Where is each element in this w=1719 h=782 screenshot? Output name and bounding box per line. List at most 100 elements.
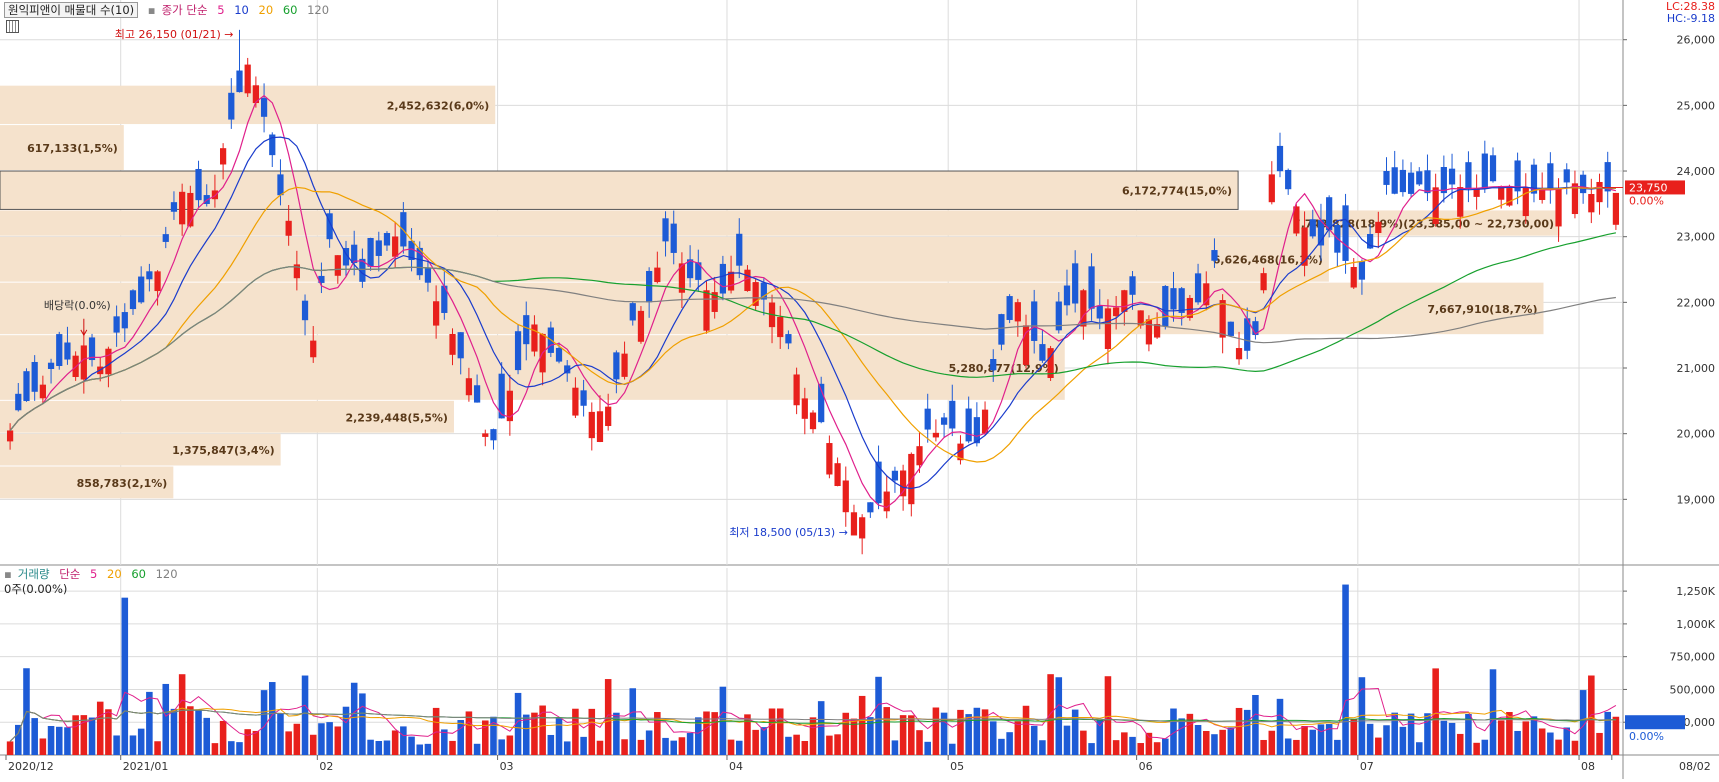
candle-body: [826, 443, 833, 475]
volume-bar: [1375, 737, 1382, 755]
candle: [56, 331, 63, 370]
volume-bar: [1129, 736, 1136, 755]
candle-body: [367, 237, 374, 267]
candle-body: [236, 70, 243, 93]
volume-bar: [768, 708, 776, 755]
volume-bar: [965, 714, 972, 755]
candle: [80, 330, 87, 394]
candle: [359, 248, 366, 288]
volume-bar: [195, 709, 202, 755]
candle: [834, 457, 841, 487]
candle-body: [113, 316, 120, 333]
volume-bar: [613, 712, 620, 755]
volume-ma120-line: [9, 709, 1616, 742]
candle-body: [1186, 297, 1193, 318]
volume-bar: [1579, 690, 1587, 755]
candle: [1514, 152, 1521, 205]
current-volume-tag: [1625, 715, 1685, 730]
volume-bar: [342, 706, 350, 755]
candle: [285, 205, 292, 246]
volume-bar: [326, 722, 333, 755]
candle: [662, 211, 669, 257]
candle: [1596, 173, 1603, 215]
volume-bar: [776, 708, 784, 755]
price-tick-label: 19,000: [1677, 493, 1716, 506]
price-tick-label: 21,000: [1677, 362, 1716, 375]
stock-title[interactable]: 원익피앤이 매물대 수(10): [4, 2, 139, 18]
candle: [1342, 193, 1349, 274]
volume-bar: [1276, 698, 1284, 755]
volume-bar: [645, 730, 653, 755]
candle: [1375, 211, 1382, 249]
candle-body: [514, 331, 522, 371]
candle-body: [1268, 174, 1275, 203]
candle-body: [146, 271, 153, 280]
volume-bar: [588, 708, 596, 755]
candle-body: [1432, 187, 1439, 224]
candle-body: [138, 276, 145, 303]
volume-profile-box: [0, 210, 1560, 236]
volume-profile-bar: 1,375,847(3,4%): [0, 433, 281, 466]
volume-bar: [1268, 730, 1276, 755]
candle: [1178, 286, 1185, 326]
candle: [719, 255, 726, 301]
candle-body: [1203, 283, 1210, 306]
candle-body: [1350, 266, 1357, 288]
volume-bar: [1366, 723, 1374, 755]
volume-ma-label: 단순: [59, 567, 81, 581]
candle: [416, 241, 423, 280]
volume-bar: [154, 741, 161, 755]
volume-bar: [940, 712, 948, 755]
volume-bar: [137, 728, 145, 755]
grid-icon[interactable]: [6, 20, 19, 33]
volume-profile-label: 2,452,632(6,0%): [387, 99, 490, 112]
candle: [1326, 195, 1333, 238]
candle-body: [1219, 300, 1226, 338]
x-tick-label: 04: [729, 760, 743, 773]
candle: [809, 410, 817, 434]
ma120-label: 120: [307, 3, 330, 17]
ma60-label: 60: [282, 3, 298, 17]
candle: [1244, 307, 1251, 360]
volume-bar: [1399, 726, 1407, 755]
volume-bar: [1047, 674, 1054, 755]
volume-bar: [1162, 738, 1169, 755]
candle-body: [179, 191, 186, 225]
candle-body: [1596, 181, 1603, 203]
volume-profile-bar: 7,743,828(18,9%)(23,385,00 ~ 22,730,00): [0, 210, 1560, 236]
candle-body: [809, 412, 817, 430]
candle-body: [88, 337, 96, 361]
volume-bar: [6, 741, 14, 755]
volume-bar: [1440, 720, 1448, 755]
candle-body: [1088, 266, 1095, 309]
dividend-arrow: [80, 318, 88, 337]
candle-body: [801, 398, 808, 419]
volume-bar: [1530, 716, 1538, 755]
volume-bar: [695, 717, 702, 755]
candle: [482, 429, 489, 447]
candle: [23, 368, 30, 402]
candle: [1424, 154, 1431, 202]
candle-body: [1317, 220, 1325, 246]
candle-body: [129, 290, 137, 310]
candle: [752, 278, 759, 310]
volume-bar: [834, 734, 841, 755]
volume-bar: [391, 730, 399, 755]
candle: [72, 351, 79, 381]
volume-profile-label: 6,172,774(15,0%): [1122, 185, 1232, 198]
volume-bar: [949, 743, 956, 755]
candle: [506, 374, 513, 436]
volume-bar: [105, 709, 112, 755]
volume-bar: [555, 717, 563, 755]
candle: [998, 313, 1005, 351]
candle: [490, 428, 497, 450]
candle: [711, 276, 718, 319]
candle-body: [613, 352, 620, 380]
volume-bar: [1301, 726, 1308, 755]
candles: [6, 29, 1620, 555]
candle: [498, 362, 505, 419]
candle: [1162, 285, 1169, 330]
volume-bar: [400, 726, 407, 755]
candle-body: [211, 190, 219, 200]
